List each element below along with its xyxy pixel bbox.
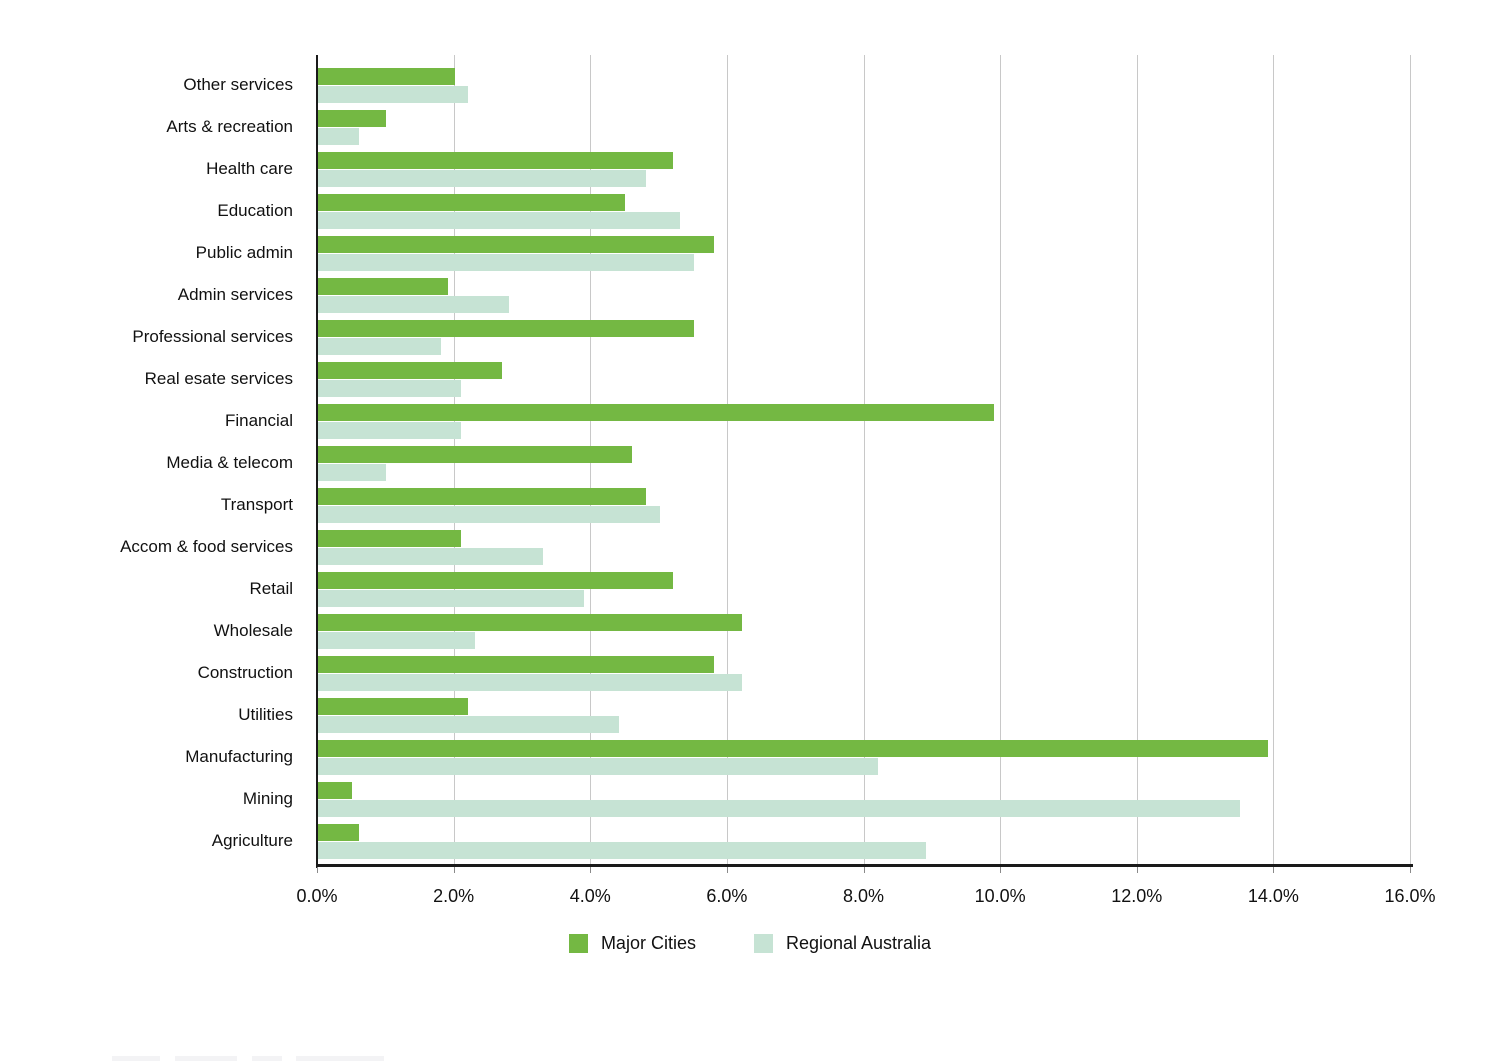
gridline-10pct [1000,55,1002,864]
bar-regional-australia-mining [318,800,1241,817]
gridline-8pct [863,55,865,864]
bar-major-cities-manufacturing [318,740,1268,757]
category-label: Wholesale [213,621,293,640]
x-axis-tick-label: 4.0% [569,886,611,906]
legend-item-regional-australia: Regional Australia [753,933,932,954]
bar-major-cities-professional-services [318,320,694,337]
legend-item-major-cities: Major Cities [568,933,696,954]
bar-major-cities-accom-food-services [318,530,462,547]
gridline-16pct [1410,55,1411,864]
bar-major-cities-transport [318,488,646,505]
x-axis-tick [863,867,865,873]
bar-major-cities-admin-services [318,278,448,295]
x-axis-tick-label: 14.0% [1247,886,1299,906]
category-label: Retail [249,579,293,598]
gridline-14pct [1273,55,1275,864]
bar-major-cities-financial [318,404,995,421]
bar-regional-australia-construction [318,674,742,691]
bar-regional-australia-health-care [318,170,646,187]
bar-major-cities-retail [318,572,674,589]
legend-label-major-cities: Major Cities [600,933,696,953]
gridline-12pct [1136,55,1138,864]
category-label: Arts & recreation [166,117,293,136]
bar-major-cities-public-admin [318,236,715,253]
bar-major-cities-media-telecom [318,446,633,463]
bar-major-cities-education [318,194,626,211]
x-axis-tick-label: 2.0% [433,886,475,906]
x-axis-tick-label: 10.0% [974,886,1026,906]
gridline-6pct [726,55,728,864]
bar-major-cities-construction [318,656,715,673]
bar-major-cities-arts-recreation [318,110,387,127]
category-label: Other services [183,75,293,94]
category-label: Utilities [238,705,293,724]
bar-regional-australia-accom-food-services [318,548,544,565]
x-axis-tick-label: 6.0% [706,886,748,906]
category-label: Media & telecom [166,453,293,472]
bar-major-cities-real-esate-services [318,362,503,379]
category-label: Manufacturing [185,747,293,766]
category-label: Public admin [195,243,293,262]
bar-regional-australia-admin-services [318,296,510,313]
cropped-text-artifact [296,1056,384,1061]
bar-regional-australia-professional-services [318,338,441,355]
category-label: Transport [220,495,293,514]
legend-swatch-major-cities [568,934,588,953]
bar-major-cities-utilities [318,698,469,715]
bar-regional-australia-transport [318,506,660,523]
x-axis-tick [1410,867,1411,873]
category-label: Construction [197,663,293,682]
bar-regional-australia-financial [318,422,462,439]
x-axis-tick-label: 8.0% [842,886,885,906]
bar-major-cities-agriculture [318,824,359,841]
bar-major-cities-other-services [318,68,455,85]
category-label: Admin services [177,285,293,304]
x-axis-tick [453,867,455,873]
category-label: Accom & food services [120,537,293,556]
cropped-text-artifact [252,1056,282,1061]
x-axis-line [316,864,1413,867]
category-label: Professional services [132,327,293,346]
x-axis-tick-label: 0.0% [296,886,338,906]
x-axis-tick [726,867,728,873]
legend: Major Cities Regional Australia [0,933,1500,954]
bar-regional-australia-media-telecom [318,464,387,481]
bar-regional-australia-wholesale [318,632,476,649]
bar-regional-australia-agriculture [318,842,926,859]
bar-major-cities-health-care [318,152,674,169]
category-label: Mining [242,789,293,808]
bar-regional-australia-manufacturing [318,758,879,775]
bar-regional-australia-other-services [318,86,469,103]
category-label: Agriculture [211,831,293,850]
bar-regional-australia-retail [318,590,585,607]
bar-regional-australia-public-admin [318,254,694,271]
category-label: Financial [224,411,293,430]
x-axis-tick-label: 16.0% [1384,886,1436,906]
legend-label-regional-australia: Regional Australia [785,933,932,953]
legend-swatch-regional-australia [753,934,773,953]
category-label: Education [217,201,293,220]
bar-regional-australia-education [318,212,681,229]
x-axis-tick [1136,867,1138,873]
y-axis-line [316,55,318,868]
x-axis-tick [317,867,318,873]
bar-major-cities-mining [318,782,353,799]
bar-major-cities-wholesale [318,614,742,631]
bar-regional-australia-arts-recreation [318,128,359,145]
x-axis-tick [1000,867,1002,873]
bar-regional-australia-utilities [318,716,619,733]
x-axis-tick [590,867,592,873]
category-label: Real esate services [144,369,293,388]
cropped-text-artifact [175,1056,237,1061]
x-axis-tick [1273,867,1275,873]
x-axis-tick-label: 12.0% [1111,886,1163,906]
bar-regional-australia-real-esate-services [318,380,462,397]
cropped-text-artifact [112,1056,160,1061]
category-label: Health care [206,159,293,178]
